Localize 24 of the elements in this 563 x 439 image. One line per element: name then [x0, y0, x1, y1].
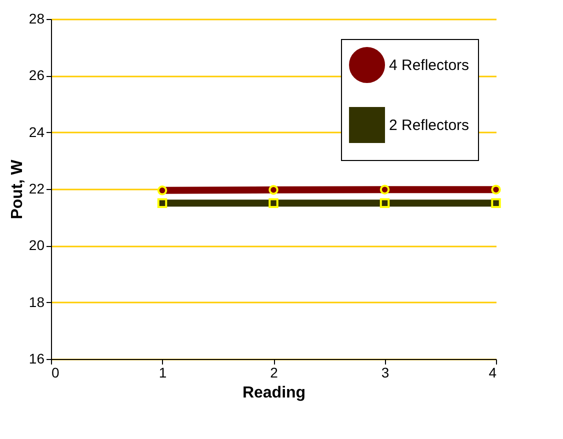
y-tick-label: 28: [28, 10, 45, 26]
point: [380, 198, 390, 208]
point: [157, 186, 168, 196]
point: [491, 184, 501, 194]
y-axis-title: Pout, W: [8, 158, 26, 220]
point: [380, 184, 390, 194]
y-tick-label: 26: [28, 67, 45, 84]
y-tick-label: 20: [28, 237, 45, 254]
x-tick-label: 1: [158, 364, 167, 380]
x-tick-label: 0: [52, 364, 60, 380]
x-tick-label: 3: [381, 364, 390, 380]
point: [491, 198, 501, 208]
point: [268, 198, 278, 208]
point: [157, 198, 168, 208]
y-tick-label: 22: [28, 180, 45, 196]
y-tick-label: 24: [28, 124, 45, 140]
x-tick-label: 4: [488, 364, 497, 380]
y-tick-label: 16: [28, 350, 45, 366]
point: [268, 184, 278, 195]
legend-label: 2 Reflectors: [389, 117, 470, 134]
y-tick-label: 18: [28, 294, 45, 310]
x-axis-title: Reading: [242, 384, 306, 402]
legend-label: 4 Reflectors: [389, 57, 470, 74]
x-tick-label: 2: [270, 364, 278, 380]
